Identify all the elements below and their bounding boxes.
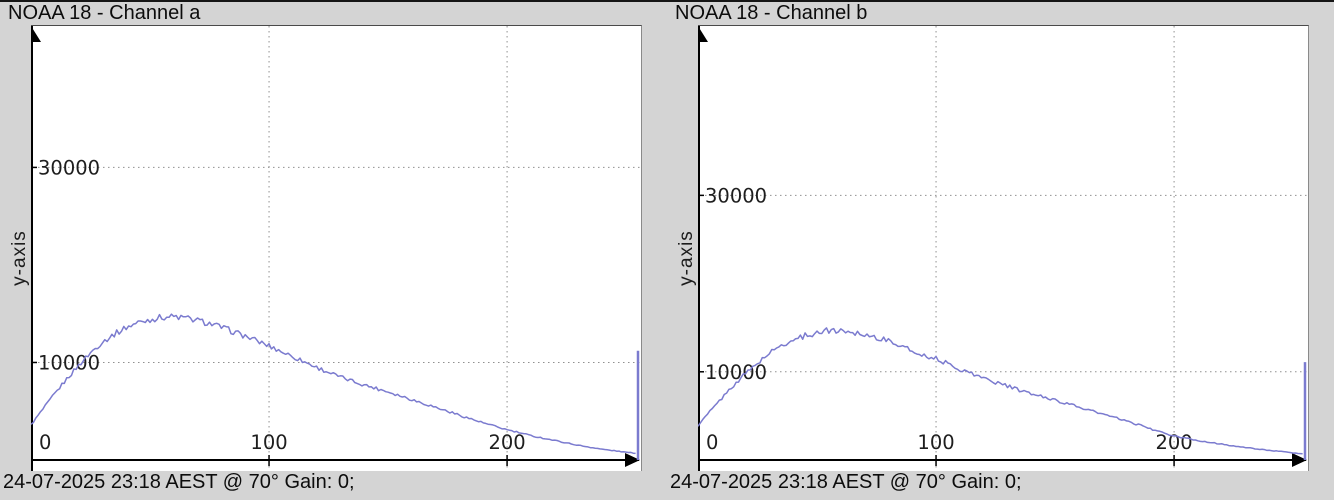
status-bar: 24-07-2025 23:18 AEST @ 70° Gain: 0; <box>3 471 355 493</box>
histogram-curve <box>698 327 1303 455</box>
y-tick-label: 30000 <box>38 156 100 179</box>
plot-area: 10000 30000 0 100 200 <box>31 25 642 471</box>
gridlines <box>700 26 1308 471</box>
y-axis-arrow-icon <box>31 26 41 42</box>
x-axis-arrow-icon <box>1292 453 1307 467</box>
x-tick-label: 200 <box>1155 431 1192 454</box>
histogram-plot: 10000 30000 0 100 200 <box>31 26 641 471</box>
x-axis-arrow-icon <box>625 453 640 467</box>
gridlines <box>33 26 641 471</box>
y-tick-label: 10000 <box>705 361 767 384</box>
histogram-curve <box>31 313 636 455</box>
x-tick-label: 100 <box>917 431 954 454</box>
y-axis-arrow-icon <box>698 26 708 42</box>
chart-window-channel-b: NOAA 18 - Channel b y-axis 10000 30000 0 10… <box>667 0 1334 500</box>
window-top-edge <box>0 0 1334 2</box>
x-tick-label: 0 <box>39 431 51 454</box>
tick-labels: 10000 30000 0 100 200 <box>38 156 526 454</box>
y-axis-label: y-axis <box>676 230 697 286</box>
y-tick-label: 30000 <box>705 184 767 207</box>
histogram-plot: 10000 30000 0 100 200 <box>698 26 1308 471</box>
chart-window-channel-a: NOAA 18 - Channel a y-axis 10000 30000 0 10… <box>3 2 642 493</box>
x-tick-label: 200 <box>488 431 525 454</box>
plot-area: 10000 30000 0 100 200 <box>698 25 1309 471</box>
x-tick-label: 100 <box>250 431 287 454</box>
status-bar: 24-07-2025 23:18 AEST @ 70° Gain: 0; <box>670 471 1022 493</box>
chart-title: NOAA 18 - Channel b <box>675 2 868 24</box>
y-axis-label: y-axis <box>9 230 30 286</box>
x-tick-label: 0 <box>706 431 718 454</box>
axes <box>698 26 1307 471</box>
chart-title: NOAA 18 - Channel a <box>8 2 201 24</box>
y-tick-label: 10000 <box>38 351 100 374</box>
axes <box>31 26 640 471</box>
tick-labels: 10000 30000 0 100 200 <box>705 184 1193 454</box>
